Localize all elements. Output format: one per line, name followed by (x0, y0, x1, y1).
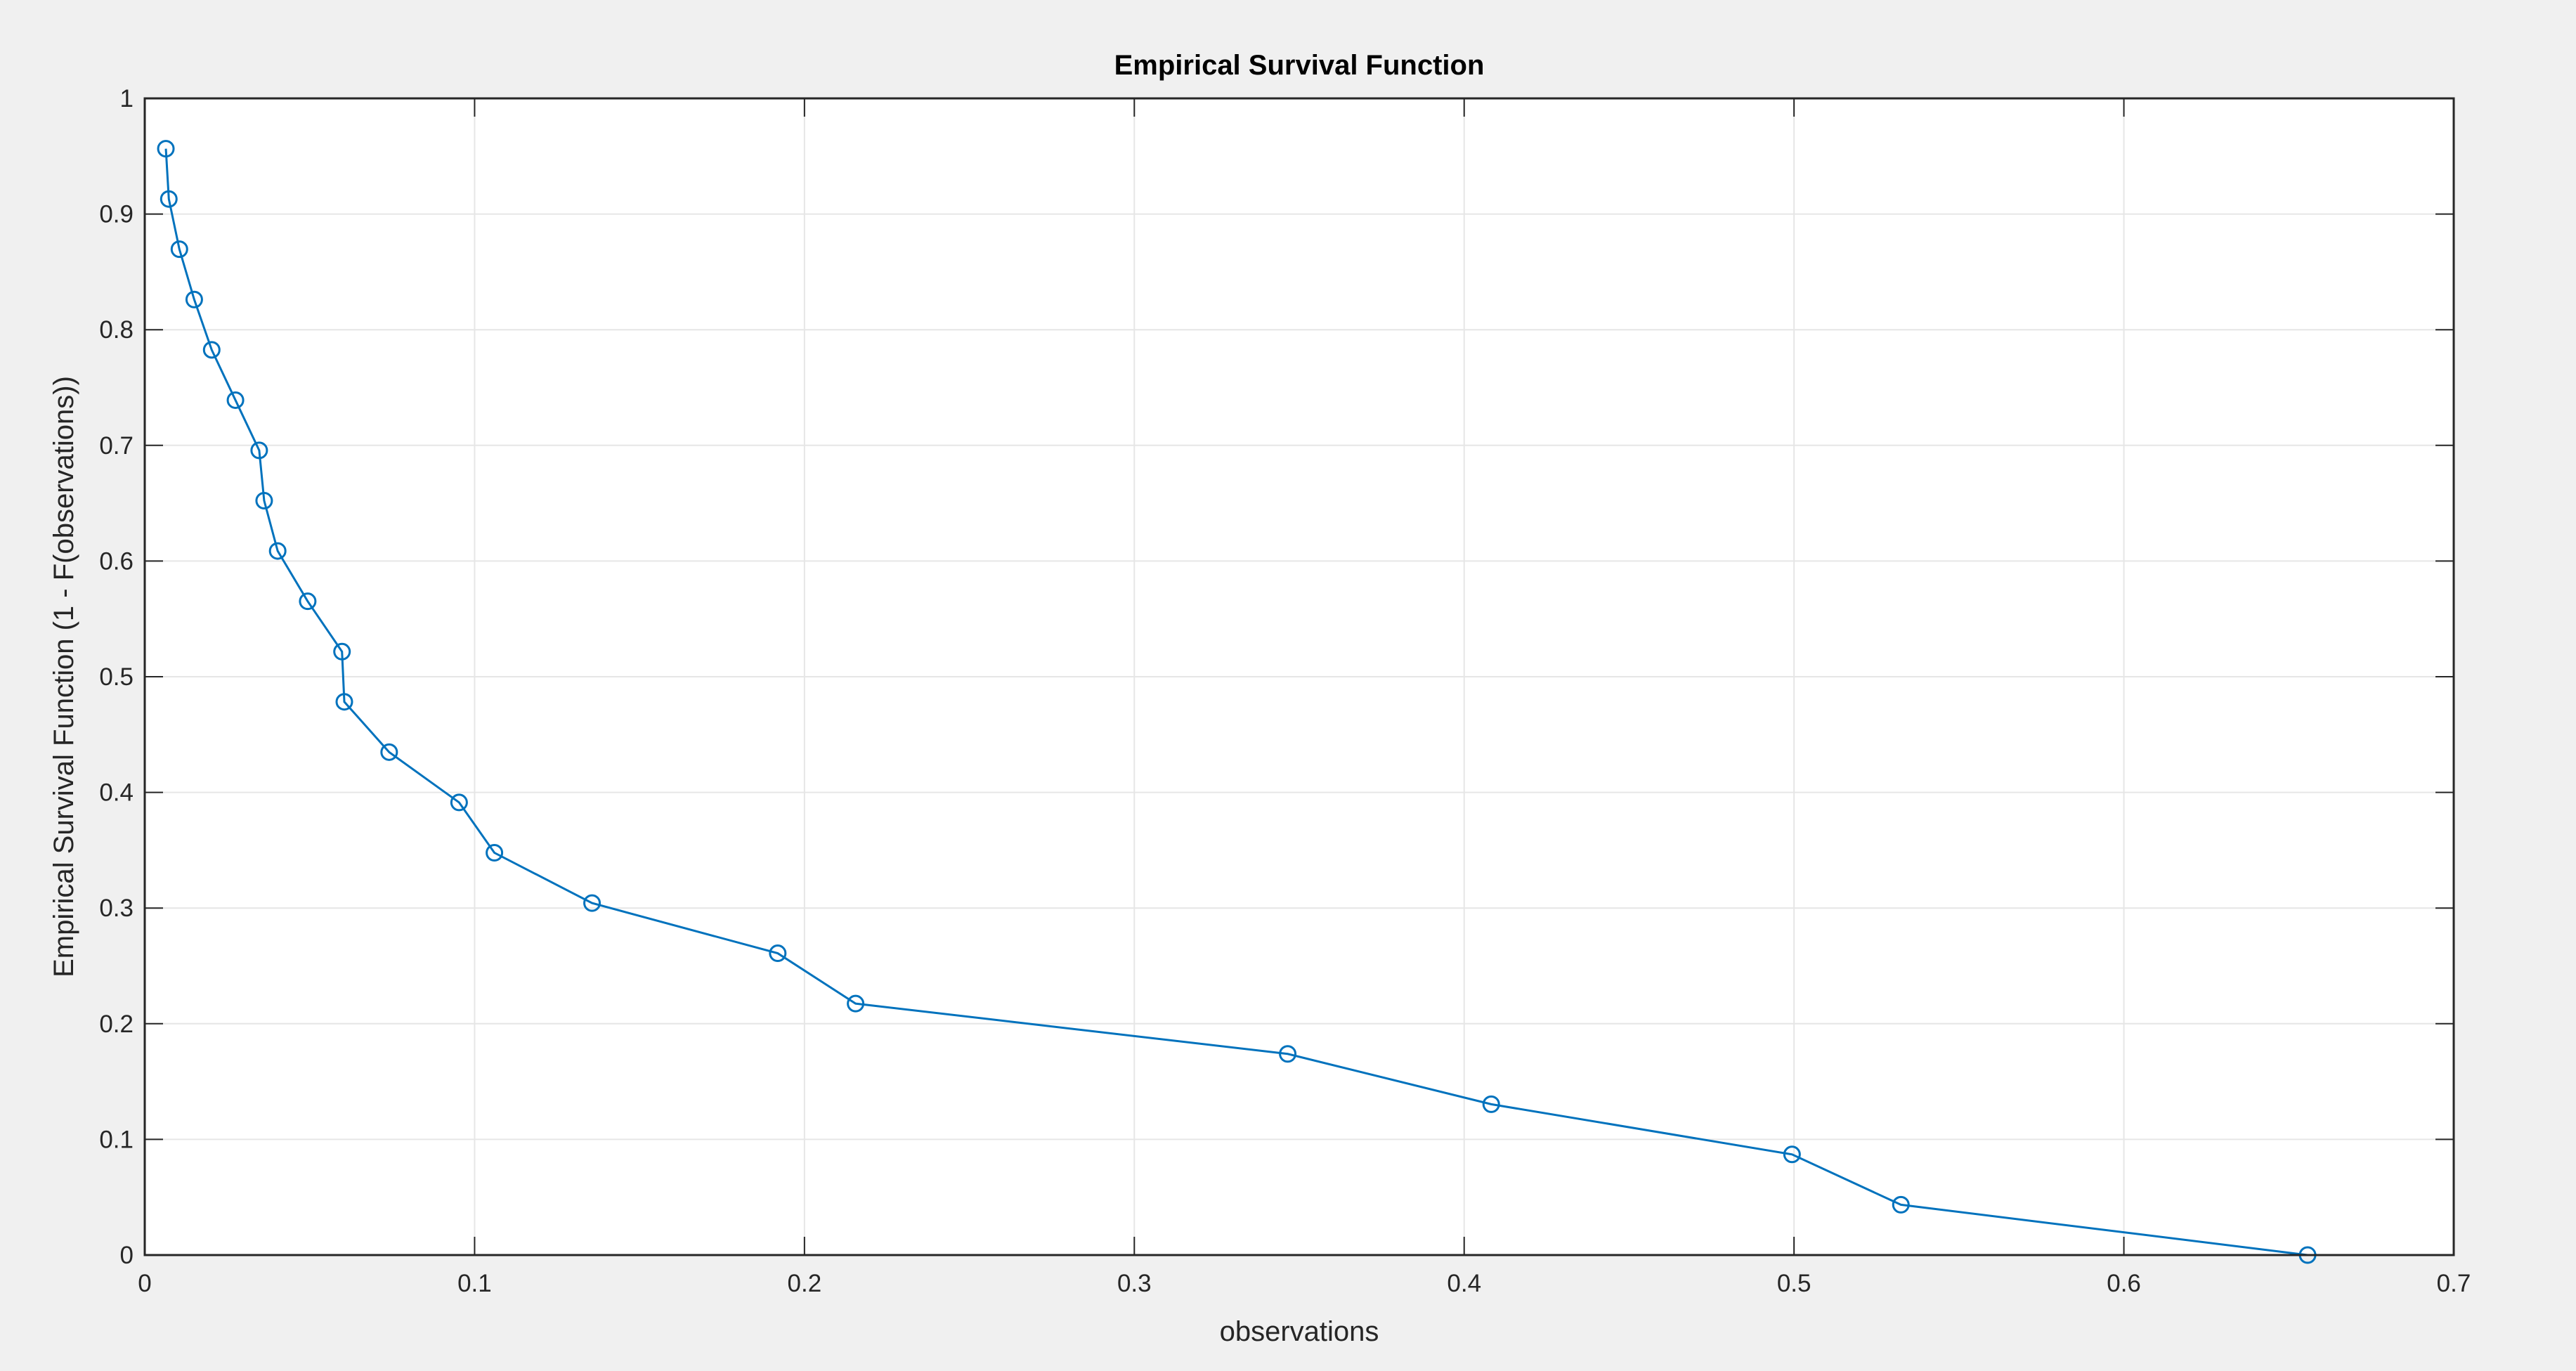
x-tick-label: 0.4 (1447, 1270, 1481, 1297)
data-point-marker (250, 441, 268, 460)
y-tick-label: 0 (120, 1242, 134, 1269)
y-axis-label: Empirical Survival Function (1 - F(obser… (48, 376, 79, 977)
x-tick-label: 0.2 (788, 1270, 822, 1297)
x-tick-label: 0 (138, 1270, 151, 1297)
data-point-marker (268, 542, 287, 560)
y-tick-label: 0.6 (99, 547, 134, 575)
data-point-marker (226, 391, 245, 409)
axis-ticks: 0 0.1 0.2 0.3 0.4 0.5 0.6 0.7 0 0.1 0.2 0.3 0.4 0.5 0.… (99, 85, 2471, 1297)
x-tick-label: 0.1 (457, 1270, 492, 1297)
data-point-marker (583, 894, 601, 912)
data-point-marker (255, 491, 273, 509)
data-point-marker (335, 693, 353, 711)
series-line (164, 148, 2308, 1256)
data-point-marker (299, 592, 317, 611)
y-tick-label: 0.7 (99, 432, 134, 460)
y-tick-label: 0.2 (99, 1011, 134, 1038)
data-point-marker (185, 290, 203, 308)
data-point-marker (450, 793, 468, 812)
grid-lines (145, 98, 2454, 1255)
data-point-marker (1279, 1045, 1297, 1063)
data-point-marker (333, 642, 351, 661)
y-tick-label: 0.3 (99, 895, 134, 922)
data-point-marker (1892, 1195, 1910, 1214)
y-tick-label: 1 (120, 85, 134, 112)
data-point-marker (847, 994, 865, 1013)
x-tick-label: 0.7 (2437, 1270, 2471, 1297)
y-tick-label: 0.8 (99, 316, 134, 344)
x-tick-label: 0.5 (1777, 1270, 1811, 1297)
y-tick-label: 0.1 (99, 1126, 134, 1153)
data-series (157, 140, 2317, 1264)
x-tick-label: 0.3 (1117, 1270, 1152, 1297)
data-point-marker (157, 140, 175, 158)
data-point-marker (202, 341, 221, 359)
data-point-marker (769, 944, 787, 963)
data-point-marker (1783, 1145, 1801, 1164)
y-tick-label: 0.5 (99, 663, 134, 691)
x-tick-label: 0.6 (2107, 1270, 2141, 1297)
y-tick-label: 0.4 (99, 779, 134, 807)
data-point-marker (160, 190, 178, 208)
data-point-marker (486, 844, 504, 862)
y-tick-label: 0.9 (99, 201, 134, 228)
data-point-marker (170, 240, 188, 259)
x-axis-label: observations (1220, 1316, 1379, 1347)
data-point-marker (380, 743, 398, 761)
chart-title: Empirical Survival Function (1114, 50, 1485, 81)
data-point-marker (1482, 1095, 1500, 1113)
